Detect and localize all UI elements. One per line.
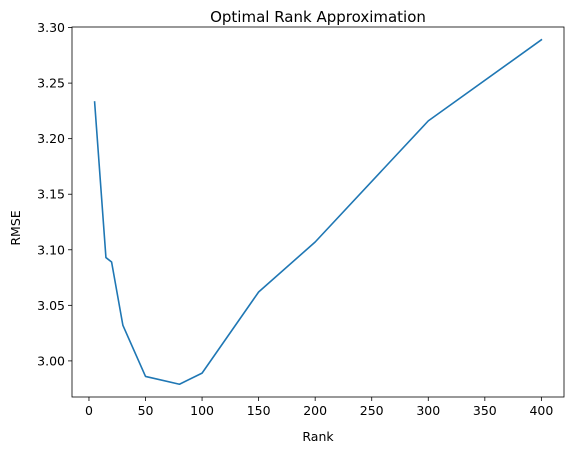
series-line-0 xyxy=(93,38,543,386)
plot-area: 0 50 100 150 200 250 300 350 400 3.00 3.05 3.10 3.15… xyxy=(37,20,565,418)
x-tick-label: 100 xyxy=(190,403,214,418)
x-tick-label: 0 xyxy=(85,403,93,418)
x-tick-label: 400 xyxy=(529,403,553,418)
x-axis-label: Rank xyxy=(302,429,334,444)
y-tick-label: 3.05 xyxy=(37,298,65,313)
x-tick-label: 350 xyxy=(473,403,497,418)
y-axis-label: RMSE xyxy=(8,210,23,245)
y-tick-label: 3.00 xyxy=(37,353,65,368)
y-tick-label: 3.15 xyxy=(37,187,65,202)
y-tick-label: 3.25 xyxy=(37,76,65,91)
x-tick-label: 150 xyxy=(247,403,271,418)
x-tick-label: 300 xyxy=(416,403,440,418)
axes-frame xyxy=(71,26,565,398)
x-tick-label: 50 xyxy=(138,403,154,418)
chart-title: Optimal Rank Approximation xyxy=(210,8,426,26)
y-tick-label: 3.20 xyxy=(37,131,65,146)
x-tick-label: 200 xyxy=(303,403,327,418)
x-tick-label: 250 xyxy=(360,403,384,418)
y-tick-label: 3.30 xyxy=(37,20,65,35)
y-tick-label: 3.10 xyxy=(37,242,65,257)
